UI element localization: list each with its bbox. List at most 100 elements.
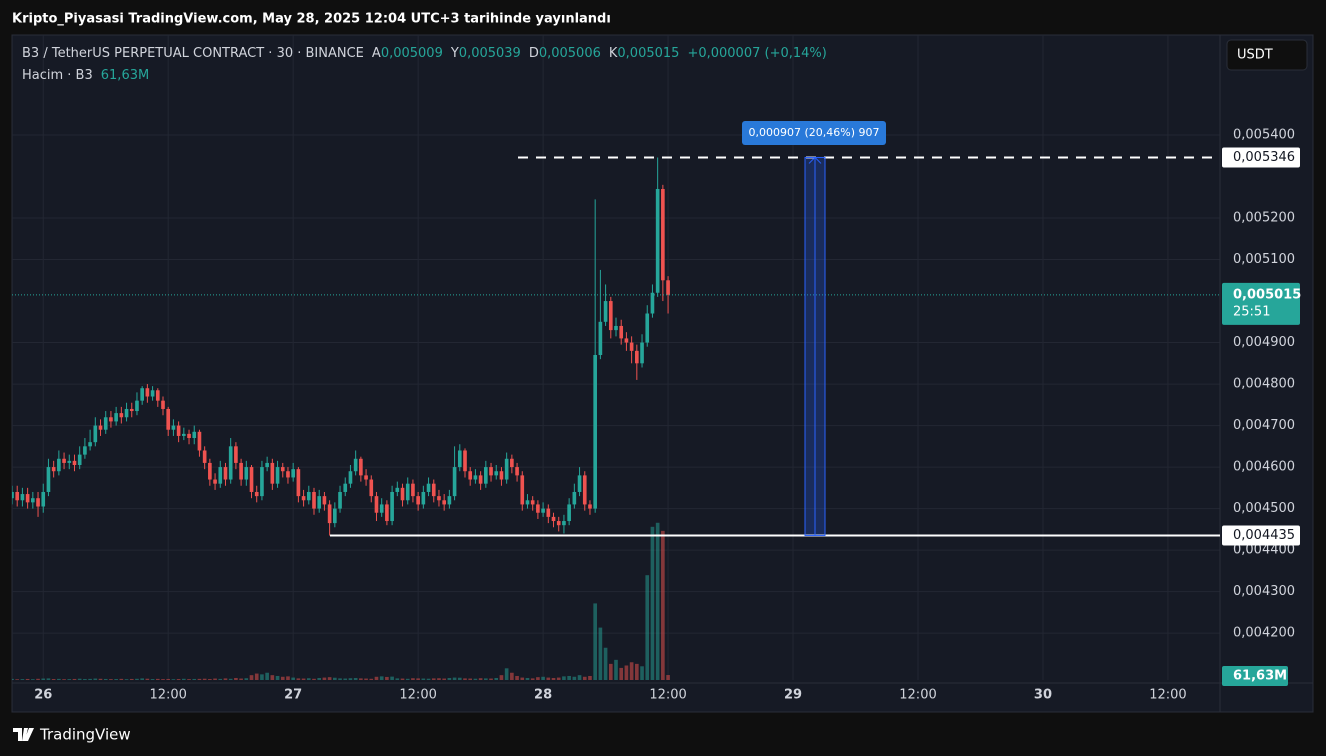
volume-bar <box>15 679 20 680</box>
candle-body <box>473 475 478 480</box>
volume-bar <box>155 678 160 680</box>
candle-body <box>546 508 551 517</box>
candle-body <box>202 450 207 463</box>
volume-bar <box>645 575 650 680</box>
volume-bar <box>135 678 139 680</box>
candle-body <box>208 462 212 480</box>
volume-bar <box>57 678 61 680</box>
volume-bar <box>499 675 504 680</box>
candle-body <box>582 475 587 505</box>
candle-body <box>619 325 624 339</box>
caption: Kripto_Piyasasi TradingView.com, May 28,… <box>12 12 611 27</box>
candle-body <box>338 491 342 509</box>
volume-bar <box>93 678 98 680</box>
currency-button[interactable] <box>1226 39 1308 71</box>
volume-bar <box>343 678 348 680</box>
volume-bar <box>109 679 113 680</box>
x-tick-label: 29 <box>784 688 802 703</box>
volume-bar <box>338 678 342 680</box>
candle-body <box>83 446 87 455</box>
candle-body <box>270 462 275 484</box>
volume-bar <box>254 673 259 680</box>
candle-body <box>98 425 103 430</box>
candle-body <box>650 292 655 314</box>
candle-body <box>88 442 92 447</box>
footer-logo <box>13 728 34 741</box>
volume-bar <box>239 678 243 680</box>
candle-body <box>25 494 30 503</box>
volume-bar <box>364 678 368 680</box>
volume-bar <box>249 675 254 680</box>
volume-bar <box>202 678 207 680</box>
candle-body <box>140 388 144 401</box>
candle-body <box>176 425 181 436</box>
close-label: K <box>609 46 618 61</box>
candle-body <box>291 469 295 478</box>
candle-body <box>359 458 363 476</box>
volume-bar <box>442 678 446 680</box>
volume-bar <box>405 678 410 680</box>
candle-body <box>57 458 61 472</box>
x-tick-label: 12:00 <box>899 688 936 703</box>
volume-bar <box>161 679 165 680</box>
y-tick-label: 0,004400 <box>1233 543 1295 558</box>
volume-bar <box>661 530 665 680</box>
candle-body <box>67 460 72 463</box>
candle-body <box>254 491 259 497</box>
volume-bar <box>244 678 249 680</box>
candle-body <box>41 491 46 507</box>
candle-body <box>124 408 129 418</box>
volume-bar <box>520 677 525 680</box>
candle-body <box>489 467 493 476</box>
price-marker-label: 0,005346 <box>1233 150 1295 165</box>
volume-bar <box>327 677 332 680</box>
y-tick-label: 0,004800 <box>1233 377 1295 392</box>
y-tick-label: 0,004700 <box>1233 418 1295 433</box>
volume-bar <box>103 678 108 680</box>
volume-bar <box>353 677 358 680</box>
volume-bar <box>640 666 644 680</box>
volume-bar <box>296 678 301 680</box>
volume-bar <box>359 678 363 680</box>
volume-bar <box>494 677 499 680</box>
volume-bar <box>187 679 191 680</box>
candle-body <box>197 431 202 451</box>
x-tick-label: 12:00 <box>649 688 686 703</box>
candle-body <box>46 467 51 492</box>
candle-body <box>504 458 509 480</box>
candle-body <box>260 467 264 497</box>
volume-label: 61,63M <box>1233 669 1287 684</box>
candle-body <box>457 450 462 468</box>
candle-body <box>62 458 66 463</box>
candle-body <box>374 496 379 513</box>
candle-body <box>437 496 441 501</box>
volume-bar <box>83 679 87 680</box>
candle-body <box>31 498 35 503</box>
candle-body <box>551 516 556 522</box>
volume-bar <box>655 522 660 680</box>
volume-bar <box>416 678 420 680</box>
volume-label-box <box>1222 666 1288 687</box>
volume-bar <box>369 678 374 680</box>
volume-bar <box>588 675 592 680</box>
candle-body <box>72 460 77 465</box>
candle-body <box>15 491 20 501</box>
measure-label: 0,000907 (20,46%) 907 <box>748 126 879 139</box>
candle-body <box>348 471 353 484</box>
candle-body <box>510 458 514 468</box>
open-label: A <box>372 46 381 61</box>
candle-body <box>416 496 420 505</box>
candle-body <box>593 355 597 509</box>
x-tick-label: 28 <box>534 688 552 703</box>
candle-body <box>103 417 108 430</box>
candle-body <box>51 467 56 472</box>
volume-bar <box>41 678 46 680</box>
candle-body <box>447 496 452 505</box>
low-label: D <box>529 46 539 61</box>
volume-bar <box>525 677 530 680</box>
candle-body <box>161 400 165 409</box>
candle-body <box>228 446 233 480</box>
volume-bar <box>536 677 540 680</box>
volume-bar <box>301 678 306 680</box>
candle-body <box>239 462 243 480</box>
